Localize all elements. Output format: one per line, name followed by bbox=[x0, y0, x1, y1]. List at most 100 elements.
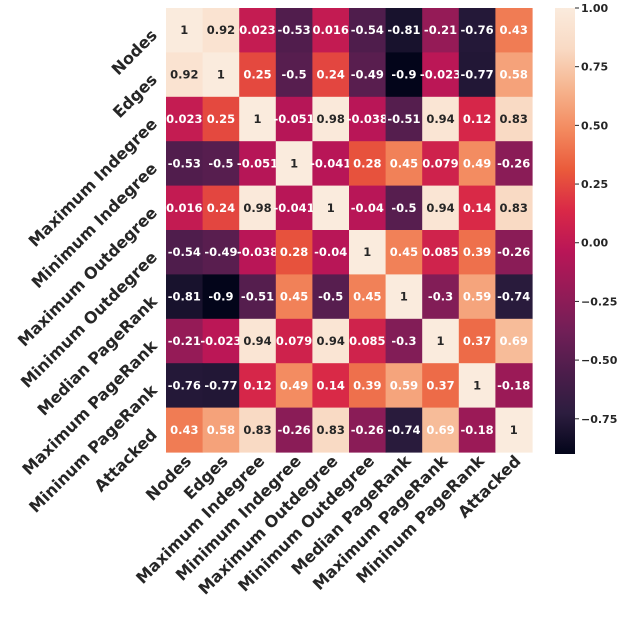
heatmap-cell bbox=[239, 407, 277, 453]
y-tick-label: Nodes bbox=[108, 26, 161, 79]
heatmap-cell bbox=[312, 407, 350, 453]
cell-value-label: 0.25 bbox=[243, 68, 271, 82]
cell-value-label: 0.49 bbox=[280, 378, 308, 392]
heatmap-cell bbox=[349, 363, 387, 409]
cell-value-label: -0.5 bbox=[282, 68, 307, 82]
cell-value-label: -0.051 bbox=[237, 156, 278, 170]
heatmap-cell bbox=[166, 185, 204, 231]
cell-value-label: 1 bbox=[510, 423, 518, 437]
heatmap-cell bbox=[495, 185, 533, 231]
heatmap-cell bbox=[385, 318, 423, 364]
cell-value-label: 0.085 bbox=[349, 334, 385, 348]
cell-value-label: -0.53 bbox=[278, 23, 311, 37]
heatmap-cell bbox=[349, 407, 387, 453]
heatmap-cell bbox=[385, 185, 423, 231]
cell-value-label: 0.83 bbox=[500, 201, 528, 215]
cell-value-label: 0.14 bbox=[317, 378, 345, 392]
cell-value-label: -0.04 bbox=[314, 245, 347, 259]
heatmap-cell bbox=[495, 141, 533, 187]
colorbar-tick-label: 0.75 bbox=[581, 61, 608, 74]
cell-value-label: -0.5 bbox=[208, 156, 233, 170]
cell-value-label: -0.04 bbox=[351, 201, 384, 215]
heatmap-cell bbox=[202, 407, 240, 453]
cell-value-label: 0.25 bbox=[207, 112, 235, 126]
heatmap-cells: 1 0.92 0.023 -0.53 0.016 -0.54 -0.81 -0.21 -0.76… bbox=[166, 8, 533, 453]
cell-value-label: -0.18 bbox=[461, 423, 494, 437]
heatmap-cell bbox=[385, 363, 423, 409]
heatmap-cell bbox=[458, 230, 496, 275]
cell-value-label: -0.5 bbox=[318, 290, 343, 304]
cell-value-label: -0.9 bbox=[391, 68, 416, 82]
cell-value-label: 0.45 bbox=[353, 290, 381, 304]
cell-value-label: -0.51 bbox=[241, 290, 274, 304]
heatmap-cell bbox=[202, 274, 240, 320]
cell-value-label: 1 bbox=[290, 156, 298, 170]
heatmap-cell bbox=[312, 96, 350, 142]
cell-value-label: 0.83 bbox=[500, 112, 528, 126]
cell-value-label: 1 bbox=[436, 334, 444, 348]
cell-value-label: 0.92 bbox=[207, 23, 235, 37]
colorbar-tick-label: 1.00 bbox=[581, 2, 608, 15]
heatmap-cell bbox=[202, 318, 240, 364]
heatmap-cell bbox=[166, 52, 204, 98]
heatmap-cell bbox=[275, 363, 313, 409]
heatmap-cell bbox=[166, 363, 204, 409]
heatmap-cell bbox=[349, 318, 387, 364]
heatmap-cell bbox=[458, 274, 496, 320]
heatmap-cell bbox=[349, 96, 387, 142]
heatmap-cell bbox=[275, 96, 313, 142]
cell-value-label: -0.51 bbox=[387, 112, 420, 126]
cell-value-label: 0.28 bbox=[353, 156, 381, 170]
heatmap-cell bbox=[202, 230, 240, 275]
cell-value-label: 1 bbox=[180, 23, 188, 37]
heatmap-cell bbox=[275, 185, 313, 231]
heatmap-cell bbox=[458, 363, 496, 409]
heatmap-cell bbox=[422, 185, 460, 231]
cell-value-label: 0.94 bbox=[243, 334, 271, 348]
cell-value-label: -0.21 bbox=[168, 334, 201, 348]
cell-value-label: 0.83 bbox=[243, 423, 271, 437]
heatmap-cell bbox=[239, 318, 277, 364]
cell-value-label: -0.3 bbox=[428, 290, 453, 304]
cell-value-label: 0.023 bbox=[239, 23, 275, 37]
heatmap-cell bbox=[239, 185, 277, 231]
cell-value-label: -0.023 bbox=[420, 68, 461, 82]
cell-value-label: 0.14 bbox=[463, 201, 491, 215]
heatmap-cell bbox=[495, 318, 533, 364]
heatmap-cell bbox=[458, 407, 496, 453]
heatmap-cell bbox=[312, 8, 350, 53]
cell-value-label: -0.54 bbox=[351, 23, 384, 37]
heatmap-cell bbox=[495, 363, 533, 409]
heatmap-cell bbox=[422, 318, 460, 364]
heatmap-cell bbox=[495, 52, 533, 98]
cell-value-label: -0.26 bbox=[351, 423, 384, 437]
cell-value-label: -0.76 bbox=[461, 23, 494, 37]
cell-value-label: 0.079 bbox=[422, 156, 458, 170]
cell-value-label: 0.94 bbox=[317, 334, 345, 348]
cell-value-label: 0.39 bbox=[463, 245, 491, 259]
colorbar-tick-label: −0.50 bbox=[581, 354, 618, 367]
cell-value-label: 0.016 bbox=[313, 23, 349, 37]
cell-value-label: 0.28 bbox=[280, 245, 308, 259]
cell-value-label: -0.038 bbox=[347, 112, 388, 126]
colorbar-tick-label: 0.00 bbox=[581, 237, 608, 250]
heatmap-cell bbox=[275, 8, 313, 53]
cell-value-label: -0.26 bbox=[278, 423, 311, 437]
cell-value-label: 0.45 bbox=[390, 245, 418, 259]
colorbar-tick-label: 0.25 bbox=[581, 178, 608, 191]
heatmap-cell bbox=[239, 141, 277, 187]
heatmap-cell bbox=[275, 407, 313, 453]
cell-value-label: -0.74 bbox=[387, 423, 420, 437]
cell-value-label: -0.81 bbox=[168, 290, 201, 304]
cell-value-label: 0.59 bbox=[390, 378, 418, 392]
heatmap-cell bbox=[458, 141, 496, 187]
cell-value-label: 0.98 bbox=[243, 201, 271, 215]
cell-value-label: 0.085 bbox=[422, 245, 458, 259]
heatmap-cell bbox=[349, 274, 387, 320]
cell-value-label: 0.69 bbox=[500, 334, 528, 348]
heatmap-cell bbox=[495, 407, 533, 453]
heatmap-cell bbox=[202, 8, 240, 53]
cell-value-label: -0.54 bbox=[168, 245, 201, 259]
